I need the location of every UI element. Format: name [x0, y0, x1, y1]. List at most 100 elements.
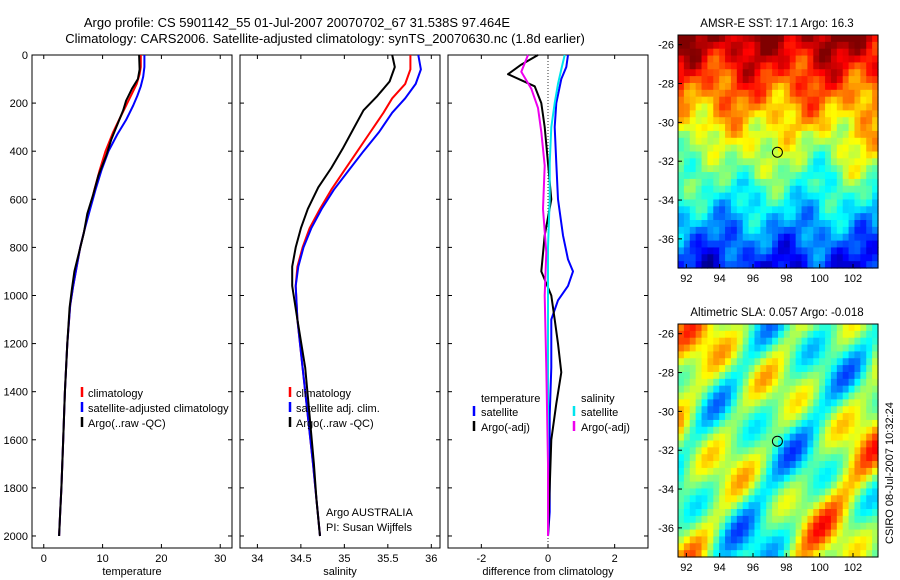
sst_map-cell [766, 130, 773, 139]
sst_map-cell [854, 96, 861, 105]
sla_map-cell [689, 543, 697, 551]
sla_map-cell [854, 550, 861, 558]
sla_map-cell [689, 406, 697, 414]
sst_map-cell [678, 137, 685, 146]
sst_map-cell [778, 62, 785, 70]
sst_map-cell [689, 165, 697, 173]
sla_map-cell [830, 399, 838, 407]
sla_map-cell [701, 392, 709, 400]
sla_map-cell [783, 433, 791, 442]
sst_map-cell [819, 41, 826, 50]
sla_map-cell [819, 399, 826, 407]
sla_map-cell [825, 426, 832, 435]
sst_map-cell [748, 110, 756, 118]
sla_map-cell [860, 406, 867, 414]
sla_map-cell [754, 358, 761, 366]
sst_map-cell [854, 178, 861, 187]
sst_map-cell [725, 261, 732, 269]
sla_map-cell [807, 509, 814, 517]
sst_map-cell [678, 124, 685, 132]
sst_map-cell [860, 117, 867, 125]
sst_map-cell [725, 178, 732, 187]
sst_map-cell [725, 165, 732, 173]
sla_map-cell [742, 324, 750, 332]
sst_map-cell [695, 144, 703, 153]
sst_map-cell [683, 103, 691, 111]
sla_map-cell [801, 502, 809, 510]
sst_map-cell [719, 247, 726, 255]
sst_map-cell [725, 35, 732, 43]
sst_map-cell [689, 137, 697, 146]
sst_map-cell [866, 178, 873, 187]
sla_map-cell [701, 440, 709, 448]
sla_map-cell [778, 543, 785, 551]
sst_map-cell [713, 96, 720, 105]
sst_map-cell [713, 41, 720, 50]
sla_map-cell [736, 344, 744, 353]
sst_map-cell [789, 233, 797, 242]
sla_map-cell [795, 447, 803, 455]
sst_map-cell [872, 240, 879, 249]
sst_map-cell [801, 144, 809, 153]
sst_map-cell [713, 172, 720, 180]
sla_map-cell [825, 543, 832, 551]
sst_map-cell [789, 261, 797, 269]
sst_map-cell [772, 76, 779, 84]
sst_map-cell [730, 172, 738, 180]
sst_map-cell [701, 261, 709, 269]
sst_map-cell [760, 192, 767, 201]
sst_map-cell [801, 172, 809, 180]
sst_map-cell [795, 233, 803, 242]
sst_map-cell [783, 199, 791, 207]
sla_map-cell [748, 324, 756, 332]
sst_map-cell [766, 233, 773, 242]
sla_map-cell [719, 419, 726, 428]
sst_map-cell [819, 226, 826, 235]
sst_map-cell [789, 151, 797, 159]
sla_map-cell [707, 413, 714, 421]
sla_map-cell [719, 358, 726, 366]
sla_map-cell [866, 385, 873, 394]
sla_map-cell [860, 324, 867, 332]
sst_map-cell [772, 165, 779, 173]
sla_map-cell [678, 358, 685, 366]
sst_map-cell [860, 226, 867, 235]
sst_map-cell [683, 192, 691, 201]
sst_map-cell [730, 144, 738, 153]
sst_map-cell [825, 35, 832, 43]
sla_map-cell [783, 392, 791, 400]
sla_map-cell [860, 522, 867, 531]
sla_map-cell [819, 344, 826, 353]
sla_map-cell [695, 344, 703, 353]
sla_map-cell [783, 406, 791, 414]
sla_map-cell [701, 461, 709, 469]
sla_map-cell [813, 515, 820, 524]
sla_map-cell [825, 481, 832, 490]
sst_map-cell [760, 247, 767, 255]
sla_map-cell [819, 426, 826, 435]
sla_map-cell [848, 358, 856, 366]
sla_map-cell [848, 495, 856, 503]
sst_map-cell [801, 192, 809, 201]
sst_map-cell [754, 137, 761, 146]
sla_map-cell [742, 426, 750, 435]
sst_map-cell [836, 247, 844, 255]
sst_map-cell [807, 137, 814, 146]
sla_map-cell [866, 488, 873, 496]
sst_map-cell [678, 158, 685, 166]
sla_map-cell [772, 515, 779, 524]
sla_map-cell [730, 447, 738, 455]
sst_map-frame [677, 34, 879, 269]
sla_map-cell [760, 371, 767, 380]
sla_map-cell [819, 529, 826, 538]
sla_map-cell [778, 515, 785, 524]
sla_map-cell [813, 406, 820, 414]
sst_map-cell [707, 158, 714, 166]
sst_map-cell [701, 124, 709, 132]
sla_map-cell [836, 351, 844, 359]
sst_map-cell [730, 151, 738, 159]
sla_map-cell [719, 413, 726, 421]
salinity-legend-label: Argo(..raw -QC) [296, 418, 374, 430]
sst_map-cell [783, 192, 791, 201]
sst_map-cell [830, 254, 838, 262]
